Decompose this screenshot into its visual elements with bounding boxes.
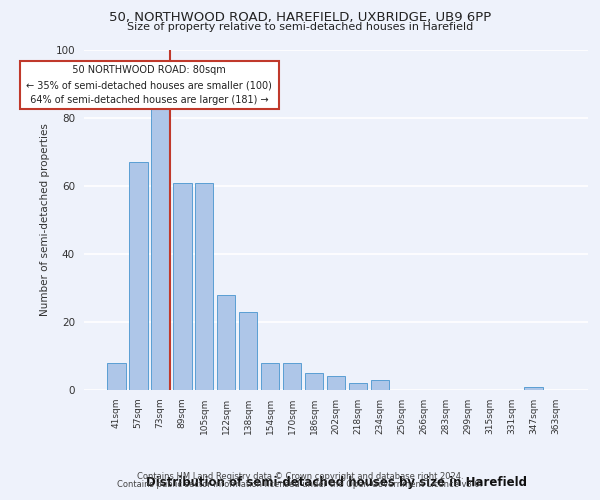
- Bar: [326, 376, 346, 390]
- Text: 50 NORTHWOOD ROAD: 80sqm  
← 35% of semi-detached houses are smaller (100)
  64%: 50 NORTHWOOD ROAD: 80sqm ← 35% of semi-d…: [24, 66, 275, 105]
- Bar: [129, 162, 148, 390]
- Bar: [349, 383, 367, 390]
- Bar: [239, 312, 257, 390]
- Text: Size of property relative to semi-detached houses in Harefield: Size of property relative to semi-detach…: [127, 22, 473, 32]
- Bar: [261, 363, 280, 390]
- Y-axis label: Number of semi-detached properties: Number of semi-detached properties: [40, 124, 50, 316]
- Bar: [107, 363, 125, 390]
- Text: 50, NORTHWOOD ROAD, HAREFIELD, UXBRIDGE, UB9 6PP: 50, NORTHWOOD ROAD, HAREFIELD, UXBRIDGE,…: [109, 11, 491, 24]
- Bar: [305, 373, 323, 390]
- Bar: [283, 363, 301, 390]
- Bar: [151, 104, 170, 390]
- Text: Contains public sector information licensed under the Open Government Licence v3: Contains public sector information licen…: [118, 480, 482, 489]
- Text: Contains HM Land Registry data © Crown copyright and database right 2024.: Contains HM Land Registry data © Crown c…: [137, 472, 463, 481]
- Bar: [371, 380, 389, 390]
- Bar: [195, 182, 214, 390]
- Bar: [173, 182, 191, 390]
- Bar: [217, 295, 235, 390]
- X-axis label: Distribution of semi-detached houses by size in Harefield: Distribution of semi-detached houses by …: [146, 476, 527, 488]
- Bar: [524, 386, 543, 390]
